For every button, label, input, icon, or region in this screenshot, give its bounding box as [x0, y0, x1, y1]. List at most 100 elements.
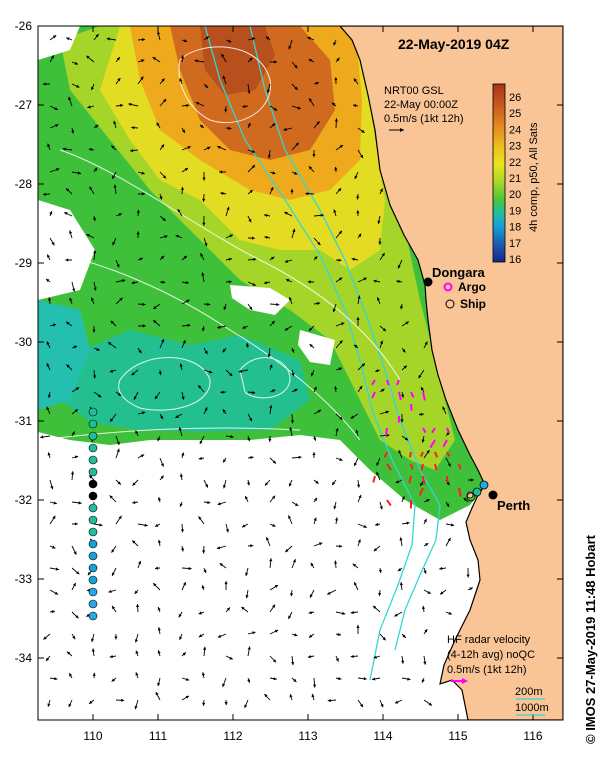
hf-arrow	[408, 451, 412, 458]
isobath-200m	[249, 26, 441, 651]
x-axis-ticks: 110 111 112 113 114 115 116	[83, 26, 543, 743]
sst-cyan-patch	[60, 330, 310, 432]
hf-arrow	[385, 427, 388, 436]
ship-track-point	[88, 491, 98, 501]
nrt-note-line1: NRT00 GSL	[384, 85, 444, 97]
colorbar-tick-label: 22	[509, 157, 521, 169]
y-tick-label: -29	[15, 256, 33, 270]
colorbar-tick-label: 23	[509, 141, 521, 153]
colorbar-tick-label: 16	[509, 254, 521, 266]
ship-track-point	[88, 419, 98, 429]
ship-track-point	[88, 455, 98, 465]
colorbar-label: 4h comp, p50, All Sats	[528, 122, 540, 232]
hf-arrow	[410, 463, 414, 470]
hf-arrow	[420, 463, 424, 471]
hf-arrow	[446, 427, 450, 434]
dongara-label: Dongara	[432, 265, 486, 280]
depth-legend-1000m: 1000m	[515, 702, 549, 714]
hf-arrow	[372, 475, 376, 483]
cloud-gap-2	[298, 330, 335, 365]
plot-frame	[37, 25, 564, 721]
map-title: 22-May-2019 04Z	[398, 36, 510, 52]
hf-arrow	[458, 487, 462, 497]
x-tick-label: 114	[373, 729, 392, 743]
hf-arrow	[429, 439, 436, 449]
nrt-note-line3: 0.5m/s (1kt 12h)	[384, 113, 463, 125]
ship-track-point	[88, 407, 98, 417]
hf-arrow	[386, 379, 390, 386]
ship-track-point	[88, 431, 98, 441]
contour-lines	[38, 46, 401, 441]
y-tick-label: -28	[15, 177, 33, 191]
hf-arrow	[383, 451, 388, 458]
hf-note-line3: 0.5m/s (1kt 12h)	[447, 664, 526, 676]
ship-track-point	[88, 599, 98, 609]
cloud-gap-3	[38, 200, 95, 300]
hf-arrow	[442, 439, 448, 448]
hf-arrow	[398, 391, 402, 401]
hf-arrow	[446, 475, 449, 483]
cloud-gap-north	[38, 26, 80, 60]
hf-arrow	[410, 403, 413, 411]
ship-track-point	[88, 515, 98, 525]
argo-label: Argo	[458, 280, 486, 294]
ship-track-point	[88, 575, 98, 585]
colorbar-tick-label: 21	[509, 173, 521, 185]
colorbar-tick-label: 25	[509, 108, 521, 120]
y-tick-label: -33	[15, 572, 33, 586]
ship-marker	[445, 299, 455, 309]
dongara-marker	[423, 277, 433, 287]
y-tick-label: -34	[15, 651, 33, 665]
hf-arrow	[422, 427, 427, 434]
colorbar-tick-label: 18	[509, 222, 521, 234]
ship-track	[88, 407, 98, 621]
ship-track-point	[88, 611, 98, 621]
hf-arrow	[386, 463, 392, 471]
colorbar-tick-label: 26	[509, 92, 521, 104]
hf-arrow	[418, 487, 424, 496]
y-tick-label: -31	[15, 414, 33, 428]
y-tick-label: -30	[15, 335, 33, 349]
y-tick-label: -26	[15, 19, 33, 33]
x-tick-label: 113	[298, 729, 317, 743]
ship-track-point	[88, 587, 98, 597]
hf-arrow	[458, 463, 462, 470]
hf-arrow	[446, 451, 451, 457]
land-western-australia	[339, 26, 563, 720]
x-tick-label: 112	[223, 729, 242, 743]
argo-marker	[443, 282, 453, 292]
colorbar-tick-label: 20	[509, 189, 521, 201]
cloud-gap-1	[230, 285, 290, 315]
y-tick-label: -32	[15, 493, 33, 507]
x-tick-label: 116	[523, 729, 542, 743]
hf-arrow	[422, 475, 426, 485]
ship-track-point	[88, 503, 98, 513]
credit-text: © IMOS 27-May-2019 11:48 Hobart	[583, 535, 598, 744]
isobath-1000m	[204, 26, 416, 681]
colorbar-ticks: 26 25 24 23 22 21 20 19 18 17 16	[509, 92, 521, 266]
ship-label: Ship	[460, 297, 486, 311]
colorbar-tick-label: 24	[509, 124, 521, 136]
ship-track-point	[88, 443, 98, 453]
ship-track-point	[88, 551, 98, 561]
hf-radar-vectors	[371, 379, 462, 509]
hf-arrow	[434, 463, 438, 471]
x-tick-label: 111	[149, 729, 168, 743]
colorbar-tick-label: 17	[509, 238, 521, 250]
velocity-vectors	[40, 31, 474, 710]
hf-note-line1: HF radar velocity	[447, 634, 531, 646]
nrt-note-line2: 22-May 00:00Z	[384, 99, 458, 111]
ship-track-point	[88, 479, 98, 489]
y-tick-label: -27	[15, 98, 33, 112]
hf-arrow	[422, 391, 426, 401]
x-tick-label: 110	[83, 729, 102, 743]
y-axis-ticks: -26 -27 -28 -29 -30 -31 -32 -33 -34	[15, 19, 563, 665]
hf-arrow	[371, 379, 376, 386]
hf-arrow	[371, 391, 376, 399]
perth-label: Perth	[497, 498, 530, 513]
ship-track-point	[88, 467, 98, 477]
hf-arrow	[410, 391, 415, 398]
hf-arrow	[408, 475, 412, 484]
sst-cyan-patch-west	[38, 300, 90, 410]
x-tick-label: 115	[448, 729, 467, 743]
